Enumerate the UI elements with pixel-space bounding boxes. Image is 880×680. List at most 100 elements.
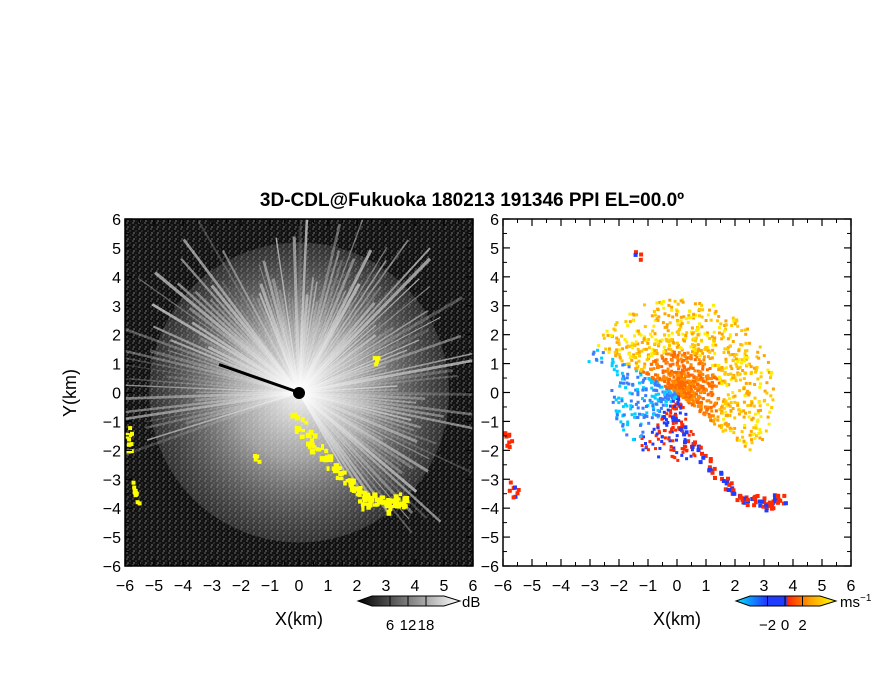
velocity-pixel [712, 376, 716, 379]
velocity-pixel [620, 397, 624, 401]
velocity-pixel [747, 415, 751, 419]
velocity-pixel [647, 421, 651, 425]
reflectivity-highlight-pixel [390, 498, 396, 502]
velocity-pixel [764, 508, 769, 513]
velocity-pixel [699, 360, 702, 364]
velocity-pixel [721, 479, 726, 483]
velocity-pixel [671, 393, 675, 397]
velocity-pixel [657, 392, 661, 396]
velocity-pixel [662, 359, 666, 363]
velocity-pixel [639, 423, 642, 427]
velocity-pixel [757, 356, 761, 360]
velocity-pixel [733, 322, 737, 326]
velocity-pixel [691, 402, 694, 406]
velocity-pixel [679, 406, 683, 410]
velocity-pixel [644, 394, 648, 398]
velocity-pixel [644, 442, 647, 445]
velocity-pixel [686, 439, 691, 444]
velocity-pixel [692, 314, 696, 318]
velocity-pixel [679, 319, 683, 323]
velocity-pixel [610, 364, 614, 368]
velocity-pixel [664, 422, 668, 426]
velocity-pixel [636, 347, 640, 351]
velocity-pixel [690, 373, 694, 377]
velocity-pixel [637, 332, 641, 336]
reflectivity-highlight-pixel [365, 492, 371, 497]
velocity-pixel [720, 332, 724, 336]
reflectivity-axes-ticks: −6 −5 −4 −3 −2 −1 0 1 2 3 4 5 6 6 5 4 3 2 1 0 −1 −2 −3 −4 −5 −6 [103, 212, 478, 595]
velocity-pixel [689, 389, 693, 393]
velocity-pixel [712, 466, 717, 471]
velocity-pixel [717, 315, 721, 318]
velocity-pixel [682, 447, 686, 451]
velocity-x-tick-label: 6 [847, 578, 856, 595]
velocity-pixel [764, 506, 769, 511]
velocity-pixel [673, 414, 678, 419]
velocity-pixel [624, 402, 628, 406]
velocity-pixel [697, 348, 700, 352]
velocity-pixel [621, 423, 625, 426]
velocity-pixel [705, 409, 709, 413]
velocity-pixel [743, 425, 747, 429]
velocity-pixel [748, 448, 752, 452]
velocity-pixel [691, 366, 695, 370]
velocity-pixel [600, 356, 604, 360]
velocity-pixel [655, 362, 659, 366]
velocity-pixel [671, 419, 675, 423]
velocity-pixel [705, 368, 709, 372]
velocity-pixel [726, 413, 730, 417]
velocity-pixel [669, 400, 673, 403]
velocity-pixel [684, 396, 688, 400]
velocity-pixel [757, 431, 761, 435]
velocity-pixel [667, 394, 671, 398]
velocity-pixel [612, 395, 616, 399]
velocity-pixel [744, 332, 748, 336]
velocity-pixel [626, 420, 630, 424]
velocity-pixel [671, 373, 675, 376]
reflectivity-highlight-pixel [294, 428, 299, 435]
reflectivity-colorbar-tick-label: 12 [400, 617, 417, 634]
radar-site-marker [293, 387, 305, 399]
velocity-colorbar-unit: ms−1 [840, 593, 872, 611]
velocity-pixel [643, 335, 646, 339]
velocity-pixel [720, 423, 724, 427]
velocity-pixel [682, 372, 686, 375]
velocity-pixel [726, 373, 730, 376]
velocity-pixel [680, 453, 684, 457]
velocity-pixel [688, 357, 692, 360]
velocity-colorbar-unit-exponent: −1 [860, 593, 872, 604]
velocity-pixel [677, 364, 681, 368]
velocity-pixel [656, 437, 660, 441]
velocity-pixel [643, 413, 647, 417]
velocity-pixel [695, 398, 698, 401]
velocity-pixel [742, 409, 746, 413]
velocity-pixel [664, 357, 668, 361]
velocity-pixel [508, 480, 513, 485]
velocity-pixel [752, 404, 756, 408]
velocity-pixel [679, 357, 683, 361]
velocity-pixel [692, 347, 696, 351]
reflectivity-y-axis-label: Y(km) [60, 369, 80, 417]
velocity-pixel [686, 371, 690, 375]
velocity-pixel [717, 424, 721, 428]
reflectivity-highlight-pixel [379, 495, 386, 500]
velocity-pixel [750, 441, 754, 445]
velocity-pixel [697, 307, 701, 311]
velocity-pixel [673, 299, 677, 303]
velocity-pixel [653, 313, 657, 317]
reflectivity-highlight-pixel [299, 434, 305, 440]
velocity-pixel [666, 369, 670, 373]
velocity-pixel [679, 315, 683, 319]
velocity-pixel [641, 397, 644, 401]
velocity-pixel [684, 392, 688, 396]
velocity-pixel [633, 412, 637, 416]
velocity-pixel [682, 358, 686, 362]
velocity-pixel [708, 459, 713, 464]
velocity-pixel [681, 364, 685, 368]
velocity-colorbar: −2 0 2 ms−1 [734, 593, 872, 634]
velocity-pixel [683, 438, 687, 442]
velocity-pixel [654, 402, 658, 406]
velocity-pixel [777, 498, 782, 503]
reflectivity-highlight-pixel [388, 507, 393, 512]
reflectivity-y-tick-label: 5 [112, 241, 121, 258]
